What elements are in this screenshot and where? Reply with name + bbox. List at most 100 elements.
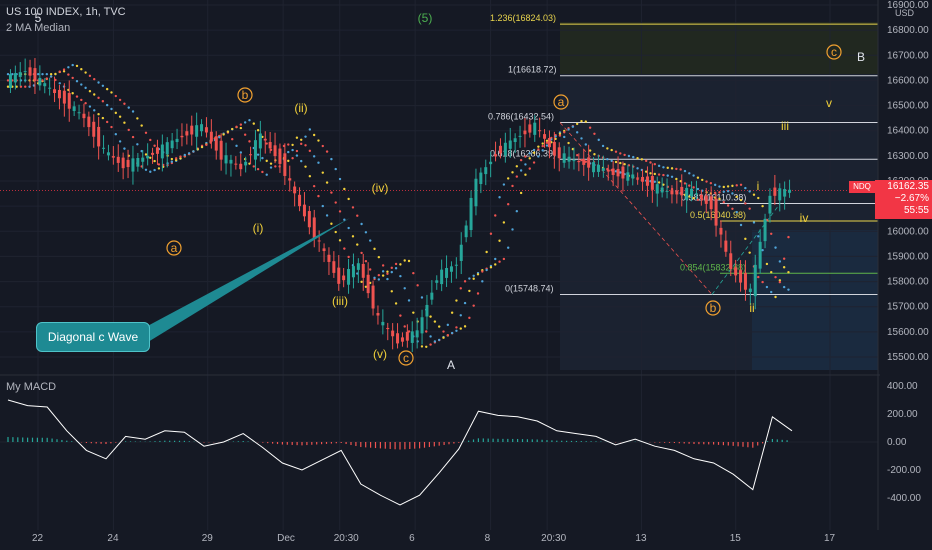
ma-dot bbox=[438, 325, 441, 328]
ma-dot bbox=[183, 153, 186, 157]
candle-body bbox=[356, 263, 360, 270]
macd-panel bbox=[0, 399, 878, 506]
symbol-title[interactable]: US 100 INDEX, 1h, TVC bbox=[6, 6, 126, 18]
ma-dot bbox=[390, 290, 393, 293]
candle-body bbox=[753, 264, 757, 297]
ma-dot bbox=[481, 270, 484, 273]
ma-dot bbox=[619, 171, 622, 174]
price-tick-label: 16800.00 bbox=[887, 25, 929, 36]
candle-body bbox=[788, 189, 792, 193]
ma-dot bbox=[528, 167, 531, 170]
candle-body bbox=[175, 138, 179, 143]
candle-body bbox=[513, 138, 517, 143]
ma-dot bbox=[778, 260, 782, 263]
candle-body bbox=[141, 157, 145, 162]
ma-dot bbox=[67, 73, 70, 76]
ma-dot bbox=[407, 299, 411, 302]
candle-body bbox=[170, 140, 174, 149]
ma-dot bbox=[153, 168, 156, 172]
ma-dot bbox=[338, 210, 342, 213]
ma-dot bbox=[515, 165, 519, 168]
ma-dot bbox=[752, 221, 756, 224]
ma-dot bbox=[149, 156, 152, 159]
ma-dot bbox=[343, 218, 346, 221]
ma-dot bbox=[317, 194, 320, 198]
ma-dot bbox=[683, 169, 687, 173]
ma-dot bbox=[269, 166, 273, 169]
ma-dot bbox=[93, 93, 96, 96]
ma-dot bbox=[744, 237, 747, 241]
time-tick-label: Dec bbox=[277, 533, 295, 544]
ma-dot bbox=[739, 183, 743, 186]
ma-dot bbox=[739, 198, 743, 202]
candle-body bbox=[131, 158, 135, 172]
ma-dot bbox=[519, 158, 523, 162]
ma-dot bbox=[412, 311, 415, 314]
ma-dot bbox=[256, 153, 260, 156]
ma-dot bbox=[446, 334, 450, 337]
candle-body bbox=[361, 263, 365, 278]
fib-label: 1(16618.72) bbox=[508, 65, 557, 75]
wave-label: v bbox=[826, 96, 832, 110]
price-change: −2.67% bbox=[894, 193, 929, 204]
ma-dot bbox=[136, 117, 139, 120]
wave-label: (ii) bbox=[294, 101, 307, 115]
ma-dot bbox=[334, 167, 337, 171]
ma-dot bbox=[356, 214, 359, 217]
candle-body bbox=[547, 138, 551, 148]
ma-dot bbox=[157, 163, 161, 166]
ma-dot bbox=[399, 314, 402, 317]
ma-dot bbox=[330, 191, 333, 194]
ma-dot bbox=[657, 173, 661, 176]
ma-dot bbox=[369, 268, 372, 271]
ma-dot bbox=[403, 287, 406, 290]
ma-dot bbox=[295, 154, 299, 157]
ma-dot bbox=[765, 262, 769, 266]
ma-dot bbox=[713, 183, 717, 187]
ma-dot bbox=[584, 143, 588, 146]
ma-dot bbox=[567, 141, 570, 145]
indicator-label[interactable]: 2 MA Median bbox=[6, 22, 71, 34]
ma-dot bbox=[321, 204, 324, 208]
time-tick-label: 24 bbox=[107, 533, 119, 544]
ma-dot bbox=[519, 191, 523, 195]
ma-dot bbox=[114, 94, 118, 98]
ma-dot bbox=[563, 135, 566, 139]
ma-dot bbox=[170, 160, 174, 163]
macd-label[interactable]: My MACD bbox=[6, 381, 57, 393]
candle-body bbox=[474, 178, 478, 207]
ma-dot bbox=[472, 274, 475, 277]
candle-body bbox=[572, 160, 576, 162]
wave-zone bbox=[752, 230, 878, 370]
candle-body bbox=[160, 144, 164, 159]
ma-dot bbox=[144, 168, 148, 171]
ma-dot bbox=[575, 131, 579, 134]
ma-dot bbox=[692, 174, 695, 177]
diagonal-wave-callout[interactable]: Diagonal c Wave bbox=[36, 322, 150, 352]
candle-body bbox=[430, 292, 434, 300]
ma-dot bbox=[524, 163, 527, 166]
wave-label-circle bbox=[826, 44, 842, 60]
ma-dot bbox=[153, 144, 156, 147]
ma-dot bbox=[239, 123, 243, 126]
candle-body bbox=[694, 193, 698, 195]
ma-dot bbox=[571, 125, 575, 128]
ma-dot bbox=[718, 191, 721, 194]
ma-dot bbox=[351, 235, 355, 238]
ma-dot bbox=[446, 323, 450, 327]
ma-dot bbox=[731, 192, 734, 195]
ma-dot bbox=[675, 177, 678, 181]
ma-dot bbox=[731, 207, 734, 211]
ma-dot bbox=[110, 125, 113, 129]
ma-dot bbox=[506, 177, 510, 180]
ma-dot bbox=[101, 116, 105, 120]
ma-dot bbox=[304, 165, 307, 168]
candle-body bbox=[273, 145, 277, 157]
ma-dot bbox=[386, 277, 389, 281]
ma-dot bbox=[41, 72, 44, 76]
candle-body bbox=[23, 71, 27, 73]
candle-body bbox=[376, 313, 380, 316]
ma-dot bbox=[640, 158, 644, 161]
ma-dot bbox=[386, 270, 389, 273]
